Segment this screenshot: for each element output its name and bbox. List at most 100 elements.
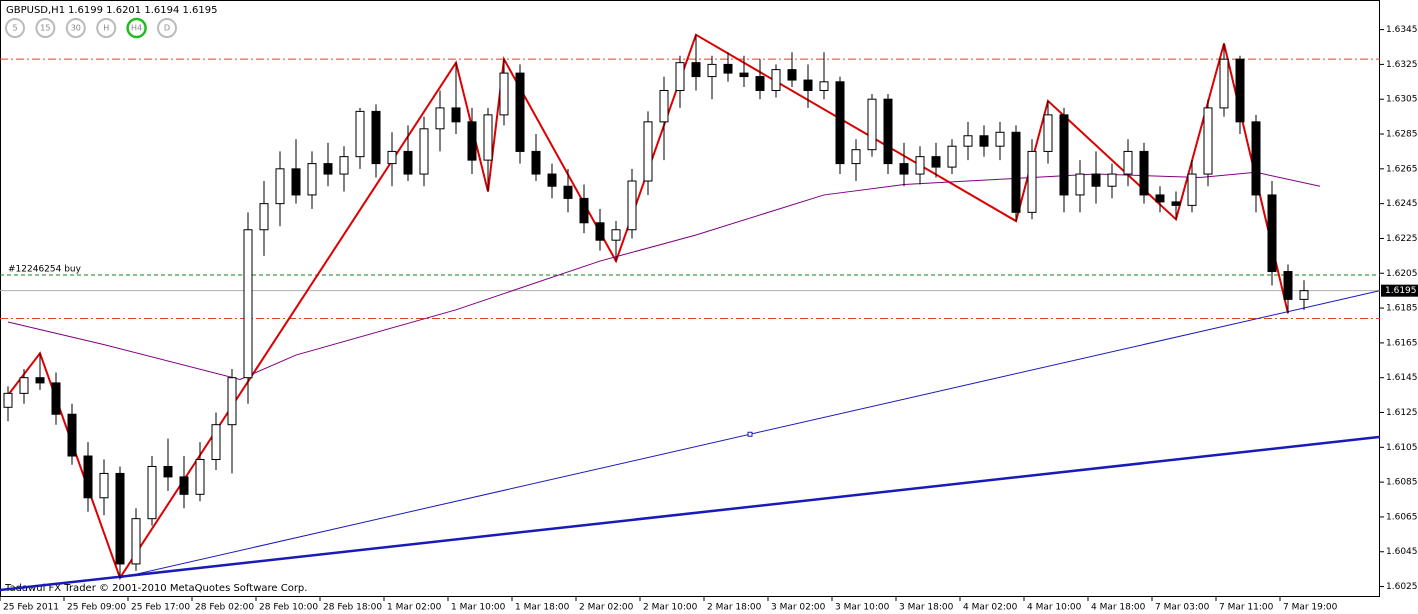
candle-body <box>1155 194 1165 203</box>
candle-body <box>1011 131 1021 213</box>
candle-body <box>579 197 589 224</box>
candle-body <box>675 62 685 92</box>
candle-body <box>163 465 173 478</box>
candle-body <box>835 81 845 165</box>
candle-body <box>323 163 333 175</box>
y-tick-label: 1.6245 <box>1386 199 1418 209</box>
x-tick-label: 2 Mar 10:00 <box>643 603 698 613</box>
candle-body <box>1251 121 1261 196</box>
candle-body <box>1267 194 1277 273</box>
y-tick-label: 1.6025 <box>1386 582 1418 592</box>
timeframe-label[interactable]: 30 <box>71 24 81 33</box>
candle-body <box>435 107 445 130</box>
timeframe-label[interactable]: H <box>103 24 109 33</box>
candle-body <box>1027 150 1037 213</box>
timeframe-label[interactable]: 5 <box>12 24 17 33</box>
x-tick-label: 3 Mar 02:00 <box>771 603 826 613</box>
candle-body <box>803 79 813 92</box>
y-tick-label: 1.6145 <box>1386 373 1418 383</box>
x-tick-label: 4 Mar 02:00 <box>963 603 1018 613</box>
candle-body <box>1203 107 1213 175</box>
candle-body <box>659 90 669 123</box>
candle-body <box>275 168 285 205</box>
y-tick-label: 1.6345 <box>1386 25 1418 35</box>
timeframe-button[interactable] <box>65 18 86 38</box>
bid-box <box>1381 284 1418 297</box>
timeframe-button[interactable] <box>96 18 117 38</box>
timeframe-button[interactable] <box>157 18 177 38</box>
candle-body <box>99 472 109 499</box>
candle-body <box>707 63 717 78</box>
candle-body <box>419 128 429 175</box>
candle-body <box>1235 58 1245 123</box>
candle-body <box>883 98 893 165</box>
timeframe-label[interactable]: D <box>164 24 170 33</box>
x-tick-label: 2 Mar 02:00 <box>579 603 634 613</box>
bid-label: 1.6195 <box>1385 286 1417 296</box>
candle-body <box>67 413 77 457</box>
candle-body <box>563 185 573 199</box>
x-tick-label: 25 Feb 09:00 <box>67 603 126 613</box>
candle-body <box>915 156 925 175</box>
candle-body <box>1123 150 1133 175</box>
candle-body <box>979 135 989 147</box>
trendline-anchor <box>747 431 753 437</box>
chart-title: GBPUSD,H1 <box>6 5 65 16</box>
candle-body <box>531 150 541 175</box>
candle-body <box>147 465 157 520</box>
candle-body <box>931 156 941 168</box>
level-label: #12246254 buy <box>8 265 82 275</box>
candle-body <box>291 168 301 196</box>
candle-body <box>739 72 749 78</box>
candle-body <box>227 377 237 426</box>
x-tick-label: 1 Mar 18:00 <box>515 603 570 613</box>
candle-body <box>1171 201 1181 206</box>
x-tick-label: 4 Mar 10:00 <box>1027 603 1082 613</box>
candle-body <box>1299 290 1309 300</box>
candle-body <box>243 229 253 379</box>
candle-body <box>643 121 653 182</box>
x-tick-label: 3 Mar 18:00 <box>899 603 954 613</box>
timeframe-button[interactable] <box>5 18 25 38</box>
y-tick-label: 1.6185 <box>1386 304 1418 314</box>
timeframe-button[interactable] <box>35 18 56 38</box>
y-tick-label: 1.6225 <box>1386 234 1418 244</box>
timeframe-button[interactable] <box>126 17 147 39</box>
y-tick-label: 1.6125 <box>1386 408 1418 418</box>
x-tick-label: 7 Mar 19:00 <box>1283 603 1338 613</box>
candle-body <box>547 173 557 187</box>
candle-body <box>595 222 605 241</box>
y-tick-label: 1.6205 <box>1386 269 1418 279</box>
overlay-line <box>0 435 1381 592</box>
candle-body <box>995 131 1005 147</box>
candle-body <box>1139 150 1149 196</box>
y-tick-label: 1.6325 <box>1386 60 1418 70</box>
candle-body <box>371 110 381 165</box>
candle-body <box>483 114 493 161</box>
candle-body <box>83 455 93 499</box>
x-tick-label: 28 Feb 10:00 <box>259 603 318 613</box>
timeframe-label[interactable]: 15 <box>40 24 50 33</box>
timeframe-label[interactable]: H4 <box>131 24 142 33</box>
y-tick-label: 1.6285 <box>1386 130 1418 140</box>
candle-body <box>515 72 525 152</box>
candle-body <box>499 72 509 116</box>
candle-body <box>771 69 781 92</box>
candle-body <box>963 135 973 147</box>
candle-body <box>115 472 125 565</box>
candle-body <box>51 382 61 415</box>
candle-body <box>211 424 221 460</box>
y-tick-label: 1.6045 <box>1386 547 1418 557</box>
candle-body <box>179 476 189 495</box>
candle-body <box>195 458 205 495</box>
candle-body <box>339 156 349 175</box>
x-tick-label: 28 Feb 02:00 <box>195 603 254 613</box>
y-tick-label: 1.6105 <box>1386 443 1418 453</box>
candle-body <box>387 150 397 165</box>
candle-body <box>1187 173 1197 206</box>
candle-body <box>355 110 365 158</box>
candle-body <box>35 377 45 384</box>
candle-body <box>19 377 29 394</box>
candle-body <box>819 81 829 92</box>
